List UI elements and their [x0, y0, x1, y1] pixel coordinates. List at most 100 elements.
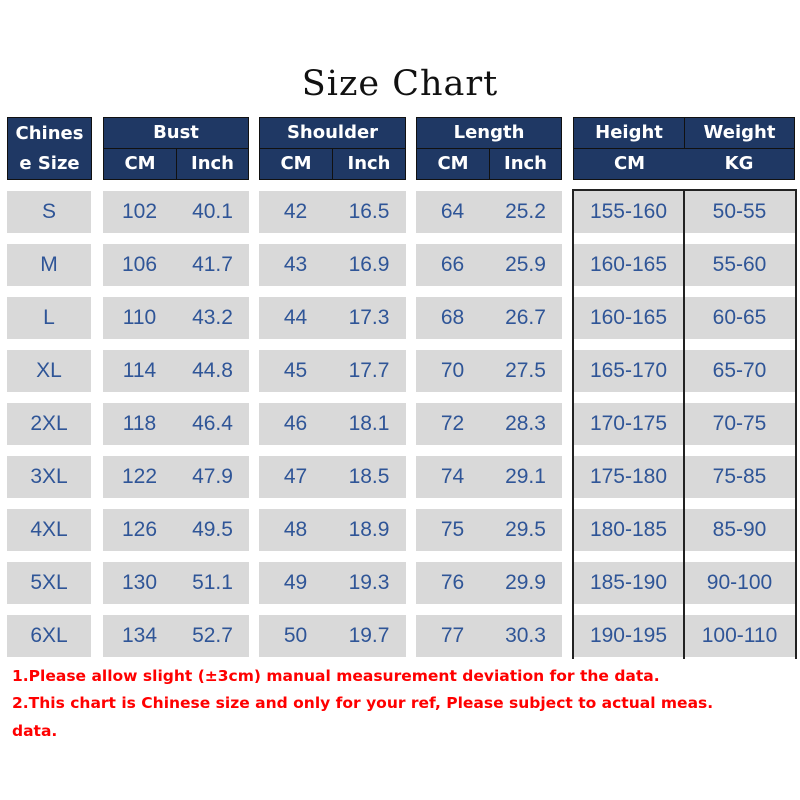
row-background: [103, 562, 249, 604]
note-1: 1.Please allow slight (±3cm) manual meas…: [12, 667, 660, 685]
table-cell: 77: [440, 624, 465, 647]
size-label: 6XL: [30, 624, 68, 647]
note-3: data.: [12, 722, 58, 740]
row-background: [416, 456, 562, 498]
table-cell: 48: [283, 518, 308, 541]
header-size: Chines e Size: [7, 117, 92, 180]
table-cell: 47.9: [192, 465, 233, 488]
row-background: [7, 615, 91, 657]
row-background: [416, 403, 562, 445]
table-cell: 43.2: [192, 306, 233, 329]
row-background: [259, 191, 406, 233]
table-cell: 165-170: [589, 359, 668, 382]
table-cell: 175-180: [589, 465, 668, 488]
table-cell: 90-100: [706, 571, 773, 594]
row-background: [103, 403, 249, 445]
table-cell: 134: [121, 624, 158, 647]
row-background: [259, 615, 406, 657]
table-cell: 26.7: [505, 306, 546, 329]
table-cell: 19.3: [348, 571, 390, 594]
table-cell: 66: [440, 253, 465, 276]
table-cell: 155-160: [589, 200, 668, 223]
table-cell: 18.1: [348, 412, 390, 435]
table-cell: 51.1: [192, 571, 233, 594]
table-cell: 29.9: [505, 571, 546, 594]
table-cell: 46: [283, 412, 308, 435]
row-background: [103, 456, 249, 498]
table-cell: 76: [440, 571, 465, 594]
table-cell: 50: [283, 624, 308, 647]
table-cell: 160-165: [589, 306, 668, 329]
table-cell: 118: [122, 412, 157, 435]
table-cell: 74: [440, 465, 465, 488]
row-background: [259, 562, 406, 604]
note-2: 2.This chart is Chinese size and only fo…: [12, 694, 714, 712]
row-background: [7, 562, 91, 604]
height-weight-divider: [683, 189, 685, 659]
row-background: [7, 403, 91, 445]
row-background: [7, 244, 91, 286]
table-cell: 72: [440, 412, 465, 435]
row-background: [103, 615, 249, 657]
table-cell: 42: [283, 200, 308, 223]
table-cell: 75: [440, 518, 465, 541]
table-cell: 17.7: [348, 359, 390, 382]
table-cell: 29.5: [505, 518, 546, 541]
row-background: [103, 244, 249, 286]
table-cell: 185-190: [589, 571, 668, 594]
table-cell: 70-75: [712, 412, 767, 435]
size-label: M: [40, 253, 58, 276]
table-cell: 122: [121, 465, 158, 488]
row-background: [7, 509, 91, 551]
table-cell: 41.7: [192, 253, 233, 276]
header-height: Height: [573, 117, 685, 149]
header-unit: CM: [416, 148, 490, 180]
size-label: 5XL: [30, 571, 68, 594]
table-cell: 18.9: [348, 518, 390, 541]
header-unit: Inch: [489, 148, 562, 180]
table-cell: 27.5: [505, 359, 546, 382]
row-background: [259, 456, 406, 498]
table-cell: 46.4: [192, 412, 233, 435]
table-cell: 18.5: [348, 465, 390, 488]
row-background: [416, 244, 562, 286]
table-cell: 29.1: [505, 465, 546, 488]
size-label: L: [43, 306, 55, 329]
row-background: [259, 350, 406, 392]
table-cell: 106: [121, 253, 158, 276]
table-cell: 17.3: [348, 306, 390, 329]
row-background: [259, 297, 406, 339]
row-background: [103, 191, 249, 233]
table-cell: 65-70: [712, 359, 767, 382]
table-cell: 85-90: [712, 518, 767, 541]
table-cell: 25.2: [505, 200, 546, 223]
page-title: Size Chart: [301, 64, 499, 104]
table-cell: 30.3: [505, 624, 546, 647]
size-label: XL: [36, 359, 62, 382]
table-cell: 55-60: [712, 253, 767, 276]
row-background: [416, 191, 562, 233]
table-cell: 43: [283, 253, 308, 276]
row-background: [7, 297, 91, 339]
header-weight-unit: KG: [684, 148, 795, 180]
header-unit: Inch: [332, 148, 406, 180]
table-cell: 28.3: [505, 412, 546, 435]
header-group: Length: [416, 117, 562, 149]
header-group: Bust: [103, 117, 249, 149]
row-background: [103, 509, 249, 551]
row-background: [416, 297, 562, 339]
header-group: Shoulder: [259, 117, 406, 149]
row-background: [416, 615, 562, 657]
table-cell: 49: [283, 571, 308, 594]
table-cell: 45: [283, 359, 308, 382]
table-cell: 16.5: [348, 200, 390, 223]
table-cell: 47: [283, 465, 308, 488]
row-background: [259, 509, 406, 551]
table-cell: 100-110: [701, 624, 778, 647]
table-cell: 60-65: [712, 306, 767, 329]
table-cell: 64: [440, 200, 465, 223]
table-cell: 44.8: [192, 359, 233, 382]
size-label: 2XL: [30, 412, 68, 435]
size-label: 3XL: [30, 465, 68, 488]
table-cell: 44: [283, 306, 308, 329]
